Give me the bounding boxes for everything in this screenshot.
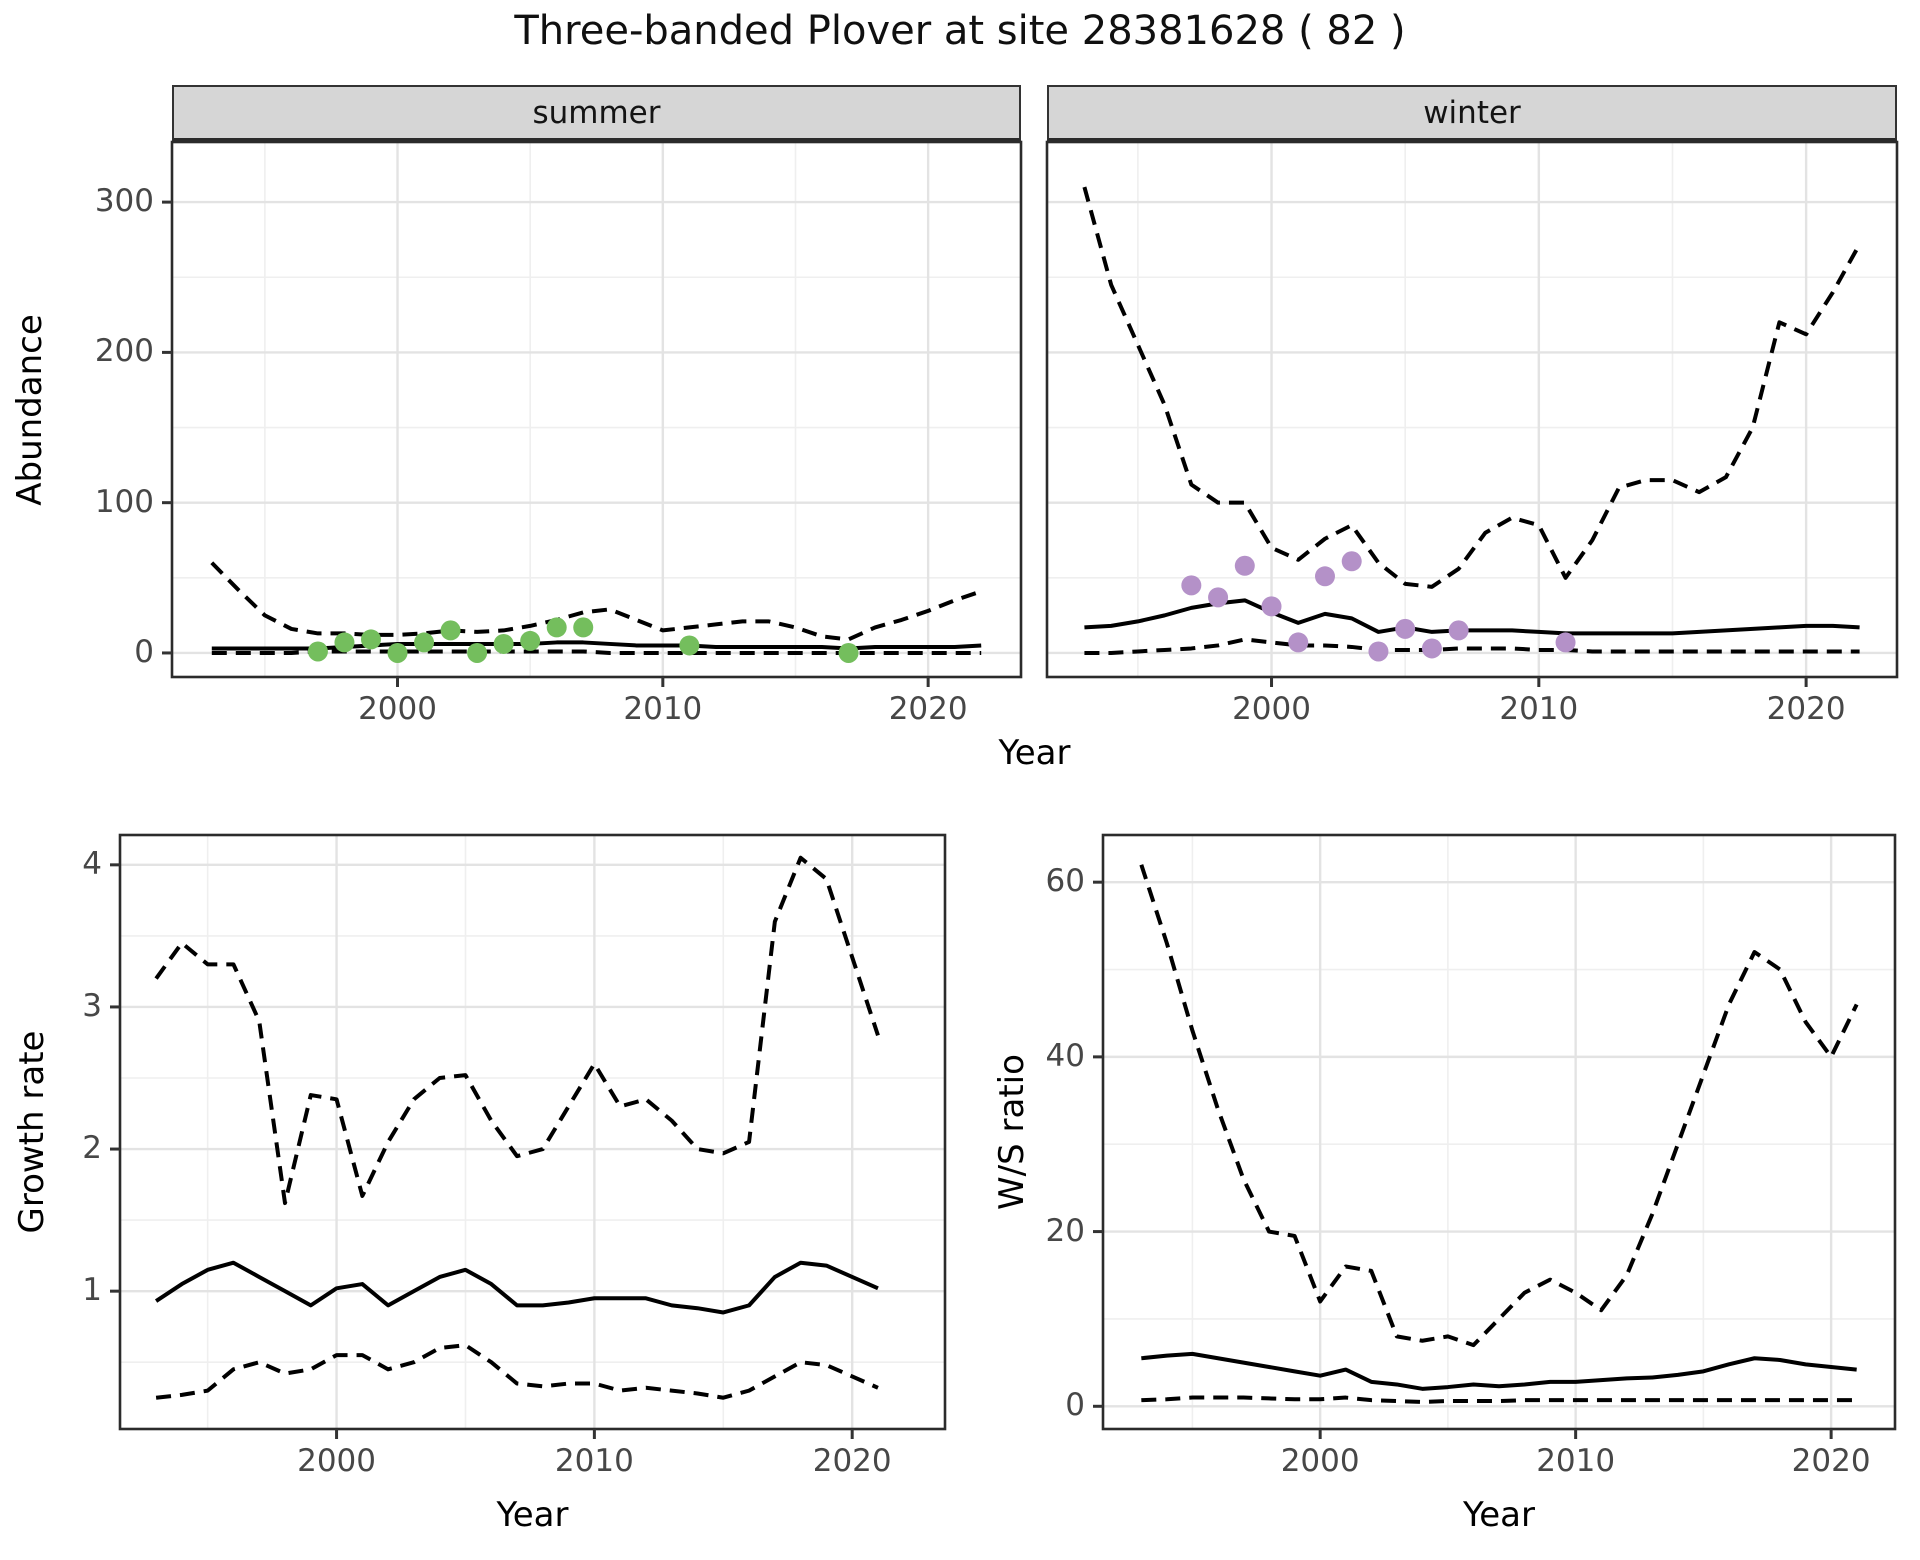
x-axis-label-ratio-year: Year bbox=[1463, 1495, 1535, 1535]
observed-counts-summer-point bbox=[307, 641, 328, 662]
observed-counts-winter-point bbox=[1555, 632, 1576, 653]
x-tick-label: 2000 bbox=[358, 691, 437, 727]
x-tick-label: 2020 bbox=[1766, 691, 1846, 727]
observed-counts-winter-point bbox=[1448, 620, 1469, 641]
growth-rate-upper-95ci-line bbox=[154, 855, 880, 1206]
observed-counts-summer-point bbox=[679, 635, 700, 656]
observed-counts-winter-point bbox=[1368, 641, 1389, 662]
observed-counts-winter-point bbox=[1341, 551, 1362, 572]
x-tick-label: 2010 bbox=[623, 691, 703, 727]
abundance-winter-lower-5ci-line bbox=[1084, 637, 1860, 655]
y-tick-label: 0 bbox=[1065, 1387, 1085, 1424]
x-axis-label-top-year: Year bbox=[998, 733, 1071, 773]
x-tick-label: 2020 bbox=[812, 1443, 892, 1479]
y-tick-label: 300 bbox=[94, 183, 154, 220]
y-tick-label: 100 bbox=[94, 483, 154, 520]
x-tick-label: 2000 bbox=[1232, 691, 1311, 727]
facet-label-winter: winter bbox=[1423, 94, 1521, 131]
y-axis-label-abundance: Abundance bbox=[10, 314, 50, 506]
observed-counts-summer-point bbox=[414, 632, 435, 653]
observed-counts-summer-point bbox=[387, 642, 408, 663]
x-tick-label: 2020 bbox=[888, 691, 968, 727]
observed-counts-winter-point bbox=[1395, 618, 1416, 639]
observed-counts-summer-point bbox=[838, 642, 859, 663]
observed-counts-winter-point bbox=[1208, 587, 1229, 608]
observed-counts-summer-point bbox=[573, 617, 594, 638]
y-tick-label: 0 bbox=[134, 633, 154, 670]
observed-counts-summer-point bbox=[493, 633, 514, 654]
observed-counts-summer-point bbox=[334, 632, 355, 653]
x-tick-label: 2010 bbox=[1536, 1443, 1616, 1479]
y-tick-label: 20 bbox=[1045, 1212, 1085, 1249]
observed-counts-winter-point bbox=[1234, 555, 1255, 576]
x-tick-label: 2010 bbox=[554, 1443, 634, 1479]
observed-counts-winter-point bbox=[1421, 638, 1442, 659]
observed-counts-summer-point bbox=[467, 642, 488, 663]
x-axis-label-growth-year: Year bbox=[496, 1495, 569, 1535]
ws-ratio-panel bbox=[1093, 833, 1897, 1439]
abundance-summer-panel bbox=[162, 140, 1023, 687]
y-tick-label: 1 bbox=[82, 1272, 102, 1309]
observed-counts-summer-point bbox=[520, 630, 541, 651]
chart-title: Three-banded Plover at site 28381628 ( 8… bbox=[514, 8, 1406, 54]
y-tick-label: 40 bbox=[1045, 1037, 1085, 1074]
abundance-summer-upper-95ci-line bbox=[210, 561, 982, 642]
x-tick-label: 2000 bbox=[1280, 1443, 1360, 1479]
x-tick-label: 2000 bbox=[297, 1443, 377, 1479]
y-tick-label: 4 bbox=[82, 845, 102, 882]
facet-strip-winter: winter bbox=[1047, 85, 1897, 142]
observed-counts-summer-point bbox=[440, 620, 461, 641]
y-tick-label: 200 bbox=[94, 333, 154, 370]
y-tick-label: 60 bbox=[1045, 863, 1085, 900]
y-tick-label: 2 bbox=[82, 1130, 102, 1167]
y-tick-label: 3 bbox=[82, 987, 102, 1024]
observed-counts-winter-point bbox=[1181, 575, 1202, 596]
growth-rate-median-line bbox=[154, 1260, 879, 1315]
ws-ratio-upper-95ci-line bbox=[1139, 864, 1859, 1348]
abundance-summer-lower-5ci-line bbox=[211, 649, 982, 655]
observed-counts-summer-point bbox=[360, 629, 381, 650]
facet-label-summer: summer bbox=[532, 94, 661, 131]
observed-counts-winter-point bbox=[1288, 632, 1309, 653]
observed-counts-winter-point bbox=[1261, 596, 1282, 617]
ws-ratio-median-line bbox=[1141, 1351, 1857, 1391]
growth-rate-panel bbox=[110, 833, 947, 1439]
observed-counts-summer-point bbox=[546, 617, 567, 638]
abundance-winter-panel bbox=[1045, 140, 1899, 687]
abundance-winter-upper-95ci-line bbox=[1082, 186, 1862, 589]
observed-counts-winter-point bbox=[1314, 566, 1335, 587]
growth-rate-lower-5ci-line bbox=[155, 1343, 879, 1400]
x-tick-label: 2020 bbox=[1791, 1443, 1871, 1479]
facet-strip-summer: summer bbox=[172, 85, 1021, 142]
x-tick-label: 2010 bbox=[1499, 691, 1579, 727]
